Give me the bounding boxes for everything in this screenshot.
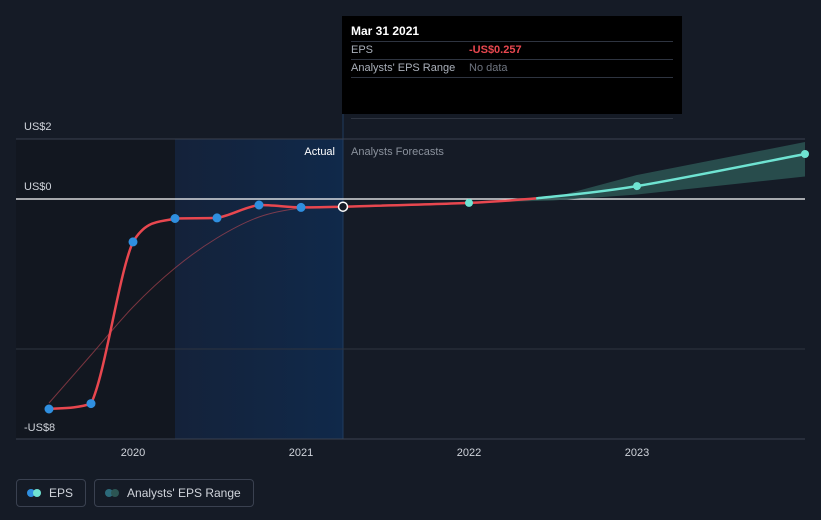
legend-eps-button[interactable]: EPS [16,479,87,507]
eps-point-7 [337,201,349,212]
hover-tooltip: Mar 31 2021 EPS -US$0.257 Analysts' EPS … [342,16,682,119]
eps-point-4 [212,213,222,223]
forecast-point-1 [633,182,641,191]
tooltip-eps-label: EPS [351,44,374,56]
y-tick-label-2: -US$8 [24,422,55,434]
legend-eps-label: EPS [49,486,74,500]
eps-line [48,203,344,411]
x-tick-label-1: 2021 [289,447,313,459]
eps-point-2 [128,237,138,247]
forecast-range-band [469,142,805,203]
actual-section-label: Actual [304,146,335,158]
eps-point-5 [254,200,264,210]
eps-point-3 [170,214,180,223]
tooltip-range-value: No data [469,62,508,74]
eps-point-6 [296,202,306,212]
tooltip-eps-value: -US$0.257 [469,44,522,56]
tooltip-range-row: Analysts' EPS Range No data [351,60,673,78]
legend-range-button[interactable]: Analysts' EPS Range [94,479,254,507]
x-tick-label-2: 2022 [457,447,481,459]
tooltip-range-label: Analysts' EPS Range [351,62,456,74]
forecast-section-label: Analysts Forecasts [351,146,444,158]
forecast-line-negative [342,197,537,208]
forecast-line [536,152,806,200]
eps-point-1 [86,399,96,409]
tooltip-eps-row: EPS -US$0.257 [351,42,673,60]
legend: EPS Analysts' EPS Range [16,479,254,507]
x-tick-label-3: 2023 [625,447,649,459]
y-tick-label-1: US$0 [24,181,52,193]
y-tick-label-0: US$2 [24,121,52,133]
eps-legend-icon [27,489,41,497]
tooltip-spacer [351,78,673,119]
forecast-point-0 [465,198,473,207]
x-tick-label-0: 2020 [121,447,145,459]
range-legend-icon [105,489,120,497]
forecast-point-2 [801,150,809,158]
eps-point-0 [44,404,54,414]
legend-range-label: Analysts' EPS Range [127,486,241,500]
tooltip-date: Mar 31 2021 [351,24,673,42]
actual-period-shade [175,139,343,439]
